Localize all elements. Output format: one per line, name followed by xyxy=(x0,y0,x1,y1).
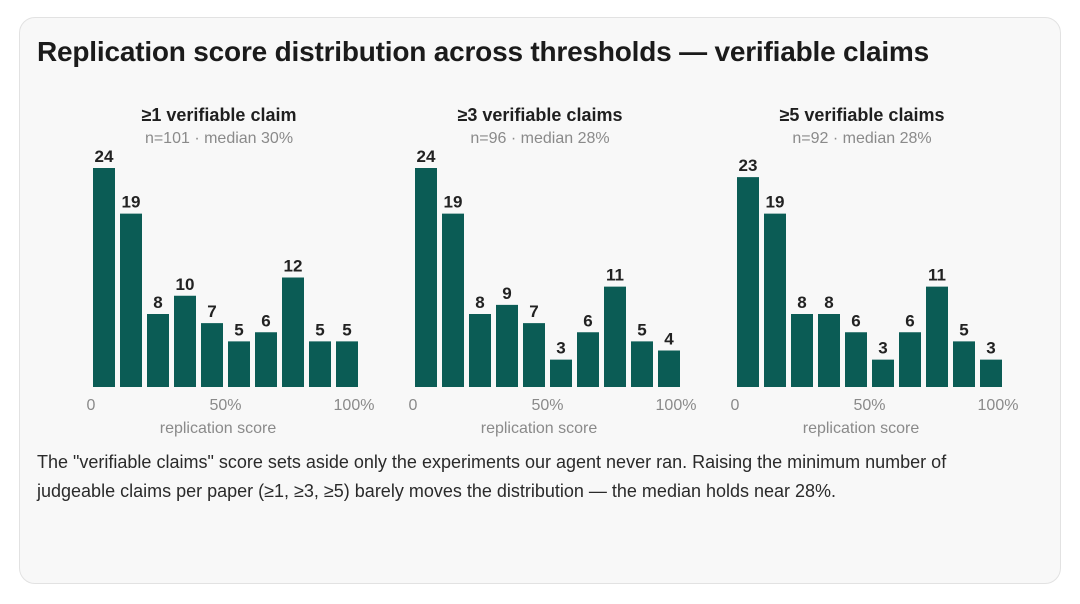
panel-3-bar-label-10: 3 xyxy=(986,339,995,358)
panel-1-bar-4 xyxy=(174,295,196,387)
panel-2-bar-label-1: 24 xyxy=(417,147,436,166)
panel-2-subtitle: n=96 · median 28% xyxy=(470,130,609,147)
panel-2-bar-label-3: 8 xyxy=(475,293,484,312)
panel-2-bar-label-7: 6 xyxy=(583,311,592,330)
panel-2-bar-8 xyxy=(604,286,626,387)
panel-3-bar-6 xyxy=(872,359,894,387)
panel-3-title: ≥5 verifiable claims xyxy=(780,105,945,125)
panel-2-bar-1 xyxy=(415,168,437,387)
panel-1-bar-label-6: 5 xyxy=(234,320,243,339)
panel-3-bar-label-2: 19 xyxy=(766,193,785,212)
panel-3-bar-label-1: 23 xyxy=(739,156,758,175)
panel-3-bar-label-7: 6 xyxy=(905,311,914,330)
panel-3-bar-4 xyxy=(818,314,840,387)
panel-3-xtick-3: 100% xyxy=(978,397,1019,414)
panel-2-bar-label-9: 5 xyxy=(637,320,646,339)
panel-2-bar-label-8: 11 xyxy=(606,266,624,285)
caption: The "verifiable claims" score sets aside… xyxy=(37,452,947,501)
panel-3-bar-label-8: 11 xyxy=(928,266,946,285)
panel-3-bar-1 xyxy=(737,177,759,387)
panel-3-subtitle: n=92 · median 28% xyxy=(792,130,931,147)
panel-3-bar-label-9: 5 xyxy=(959,320,968,339)
panel-2-bar-label-5: 7 xyxy=(529,302,538,321)
panel-2-xtick-3: 100% xyxy=(656,397,697,414)
panel-1-bar-label-4: 10 xyxy=(176,275,195,294)
panel-3-xtick-1: 0 xyxy=(731,397,740,414)
panel-3-bar-9 xyxy=(953,341,975,387)
panel-3-bar-label-3: 8 xyxy=(797,293,806,312)
panel-2-bar-label-6: 3 xyxy=(556,339,565,358)
panel-3-bar-7 xyxy=(899,332,921,387)
panel-1-bar-8 xyxy=(282,277,304,387)
panel-3-bar-label-6: 3 xyxy=(878,339,887,358)
panel-2-xtick-1: 0 xyxy=(409,397,418,414)
panel-2-bar-label-10: 4 xyxy=(664,330,674,349)
panel-2-bar-label-2: 19 xyxy=(444,193,463,212)
panel-1-bar-5 xyxy=(201,323,223,387)
panel-1-bar-3 xyxy=(147,314,169,387)
panel-1-bar-1 xyxy=(93,168,115,387)
panel-3-bar-label-4: 8 xyxy=(824,293,833,312)
panel-2-bar-5 xyxy=(523,323,545,387)
panel-1-xtick-3: 100% xyxy=(334,397,375,414)
panel-1-bar-label-10: 5 xyxy=(342,320,351,339)
panel-1-bar-2 xyxy=(120,213,142,387)
panel-1-bar-label-8: 12 xyxy=(284,257,303,276)
panel-1-bar-label-3: 8 xyxy=(153,293,162,312)
panel-1-bar-label-9: 5 xyxy=(315,320,324,339)
panel-2-bar-3 xyxy=(469,314,491,387)
panel-1-bar-6 xyxy=(228,341,250,387)
panel-1-xlabel: replication score xyxy=(160,420,277,437)
panel-3-bar-10 xyxy=(980,359,1002,387)
panel-1-subtitle: n=101 · median 30% xyxy=(145,130,293,147)
panel-2-bar-label-4: 9 xyxy=(502,284,511,303)
panel-3-xlabel: replication score xyxy=(803,420,920,437)
panel-1-bar-label-5: 7 xyxy=(207,302,216,321)
panel-1-bar-label-1: 24 xyxy=(95,147,114,166)
panel-2-xlabel: replication score xyxy=(481,420,598,437)
panel-3-bar-label-5: 6 xyxy=(851,311,860,330)
panel-2-bar-7 xyxy=(577,332,599,387)
page-title: Replication score distribution across th… xyxy=(37,36,929,67)
panel-3-bar-3 xyxy=(791,314,813,387)
panel-1-bar-10 xyxy=(336,341,358,387)
panel-3-xtick-2: 50% xyxy=(853,397,885,414)
panel-3-bar-5 xyxy=(845,332,867,387)
panel-3-bar-2 xyxy=(764,213,786,387)
panel-2-xtick-2: 50% xyxy=(531,397,563,414)
panel-2-bar-4 xyxy=(496,304,518,387)
panel-2-bar-6 xyxy=(550,359,572,387)
panel-3-bar-8 xyxy=(926,286,948,387)
panel-1-bar-7 xyxy=(255,332,277,387)
panel-2-bar-2 xyxy=(442,213,464,387)
panel-1-xtick-2: 50% xyxy=(209,397,241,414)
panel-1-bar-9 xyxy=(309,341,331,387)
panel-1-bar-label-2: 19 xyxy=(122,193,141,212)
panel-1-bar-label-7: 6 xyxy=(261,311,270,330)
panel-1-title: ≥1 verifiable claim xyxy=(142,105,297,125)
panel-2-bar-10 xyxy=(658,350,680,387)
panel-2-bar-9 xyxy=(631,341,653,387)
panel-1-xtick-1: 0 xyxy=(87,397,96,414)
panel-2-title: ≥3 verifiable claims xyxy=(458,105,623,125)
